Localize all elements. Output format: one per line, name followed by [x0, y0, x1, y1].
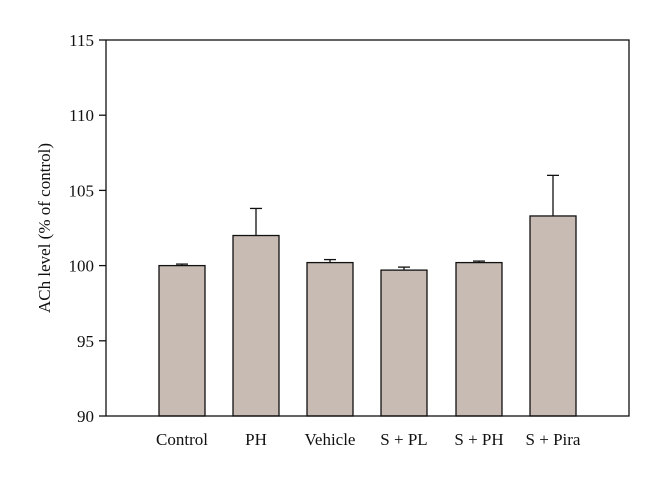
y-axis-title: ACh level (% of control)	[35, 143, 54, 313]
y-tick-label: 105	[69, 181, 95, 200]
x-tick-label: Control	[156, 430, 208, 449]
error-bar	[473, 260, 485, 263]
error-bar	[547, 174, 559, 216]
error-bar	[250, 207, 262, 236]
x-tick-label: PH	[245, 430, 267, 449]
bar-s-ph	[455, 261, 503, 417]
y-tick-label: 115	[69, 31, 94, 50]
y-tick-label: 110	[69, 106, 94, 125]
x-tick-label: Vehicle	[305, 430, 356, 449]
bar-ph	[232, 234, 280, 417]
x-tick-label: S + PL	[380, 430, 427, 449]
bar-control	[158, 264, 206, 417]
x-axis-ticks: Control PH Vehicle S + PL S + PH S + Pira	[156, 430, 581, 449]
error-bar	[324, 258, 336, 263]
bars-group	[158, 215, 577, 417]
y-axis-ticks: 90 95 100 105 110 115	[69, 31, 106, 426]
y-tick-label: 100	[69, 257, 95, 276]
bar-s-pl	[380, 269, 428, 417]
y-tick-label: 90	[77, 407, 94, 426]
error-bar	[176, 263, 188, 266]
plot-frame	[105, 39, 630, 417]
error-bar	[398, 266, 410, 271]
bar-s-pira	[529, 215, 577, 417]
x-tick-label: S + Pira	[526, 430, 581, 449]
error-bars-group	[176, 174, 559, 271]
x-tick-label: S + PH	[454, 430, 503, 449]
bar-vehicle	[306, 261, 354, 417]
y-tick-label: 95	[77, 332, 94, 351]
